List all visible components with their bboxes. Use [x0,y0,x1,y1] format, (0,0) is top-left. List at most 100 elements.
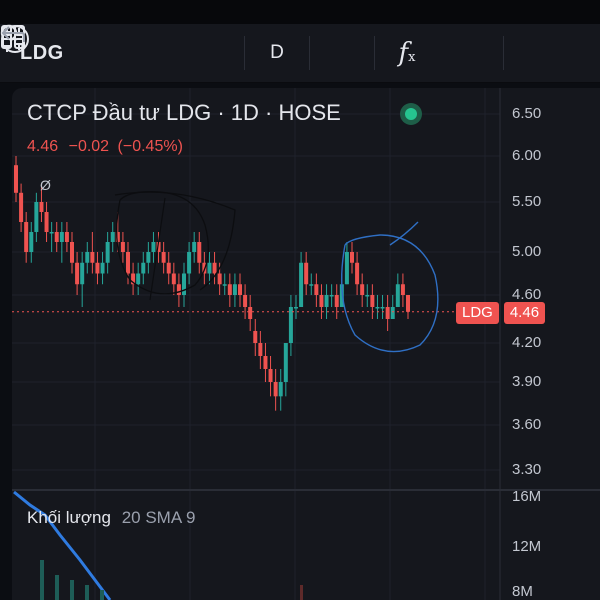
annotation-circle-blue [341,234,439,353]
last-price-badge: LDG 4.46 [456,302,546,324]
chart-pane[interactable] [12,88,600,600]
volume-bar [55,575,59,600]
candle-body [151,242,156,252]
candle-body [314,284,319,295]
undo-button[interactable] [1,24,568,82]
volume-axis-label: 12M [512,538,542,555]
candle-body [339,284,344,307]
candle-body [319,295,324,307]
volume-legend: Khối lượng 20 SMA 9 [27,508,195,528]
function-icon: fx [398,38,416,68]
volume-bar [300,585,303,600]
chart-marker-text: Ø [40,177,51,193]
candle-body [248,307,253,319]
candle-body [176,284,181,295]
candle-body [120,242,125,252]
last-price-value: 4.46 [503,302,546,324]
price-axis-label: 3.90 [512,373,542,390]
candle-body [39,202,44,212]
last-price-symbol: LDG [456,302,499,324]
chart-legend-values: 4.46 −0.02 (−0.45%) [27,138,183,156]
candle-body [390,307,395,319]
candle-body [385,307,390,319]
price-axis-label: 4.20 [512,334,542,351]
candle-body [131,273,136,285]
candle-body [350,252,354,263]
candle-body [365,295,370,297]
candle-body [24,222,29,252]
candle-body [115,232,120,242]
chart-legend-title: CTCP Đầu tư LDG · 1D · HOSE [27,100,341,125]
candle-body [64,232,69,242]
annotation-stroke-dark [114,191,236,291]
candle-body [166,262,171,274]
candle-body [19,192,24,222]
candle-body [288,307,293,343]
toolbar-divider [244,36,245,70]
candle-body [360,284,365,295]
candle-body [95,262,100,274]
candle-body [161,252,166,263]
candle-body [192,242,197,252]
interval-button[interactable]: D [245,24,309,82]
layout-button[interactable] [1,24,503,82]
candle-body [75,262,80,285]
toolbar-divider [503,36,504,70]
candle-body [59,232,64,242]
candle-body [304,262,309,285]
candle-body [212,262,217,274]
price-axis-label: 5.00 [512,243,542,260]
volume-sma-line [13,490,112,600]
candle-body [197,242,202,263]
chart-toolbar: LDG D fx [0,24,600,83]
candle-body [34,202,39,232]
legend-change: −0.02 [68,138,110,155]
candle-body [299,262,304,307]
volume-bar [100,590,104,600]
candle-body [273,382,278,397]
price-axis-label: 6.00 [512,147,542,164]
annotation-tail-blue [389,221,419,246]
candle-body [136,273,141,285]
candle-body [375,307,380,309]
candle-body [222,284,227,286]
candle-body [238,284,242,295]
candle-body [100,262,105,274]
candle-body [49,232,54,234]
candle-body [309,284,314,286]
indicators-button[interactable]: fx [375,24,439,82]
candle-body [14,165,18,193]
candle-body [400,284,405,295]
candle-body [141,262,146,274]
volume-bar [85,585,89,600]
volume-bar [70,580,74,600]
candle-body [283,343,288,382]
candle-body [268,369,273,382]
volume-indicator: 20 SMA 9 [121,508,196,527]
candle-body [344,252,349,285]
volume-bar [40,560,44,600]
symbol-label: LDG [20,41,64,64]
price-axis-label: 3.60 [512,416,542,433]
interval-label: D [270,42,284,63]
candle-body [156,242,161,252]
candle-body [278,382,283,397]
candle-body [146,252,151,263]
candle-body [171,273,176,285]
volume-title: Khối lượng [27,508,111,527]
candle-body [85,252,90,263]
candle-body [207,262,212,274]
candle-body [29,232,34,252]
candle-body [70,242,74,263]
price-axis-label: 3.30 [512,461,542,478]
candle-body [253,331,258,343]
price-axis-label: 4.60 [512,286,542,303]
status-bar [0,0,600,24]
candle-body [187,252,192,274]
candle-body [263,356,268,369]
candle-body [80,262,85,285]
volume-axis-label: 8M [512,583,533,600]
price-axis-label: 5.50 [512,193,542,210]
candle-body [329,295,334,297]
candle-body [44,212,49,232]
